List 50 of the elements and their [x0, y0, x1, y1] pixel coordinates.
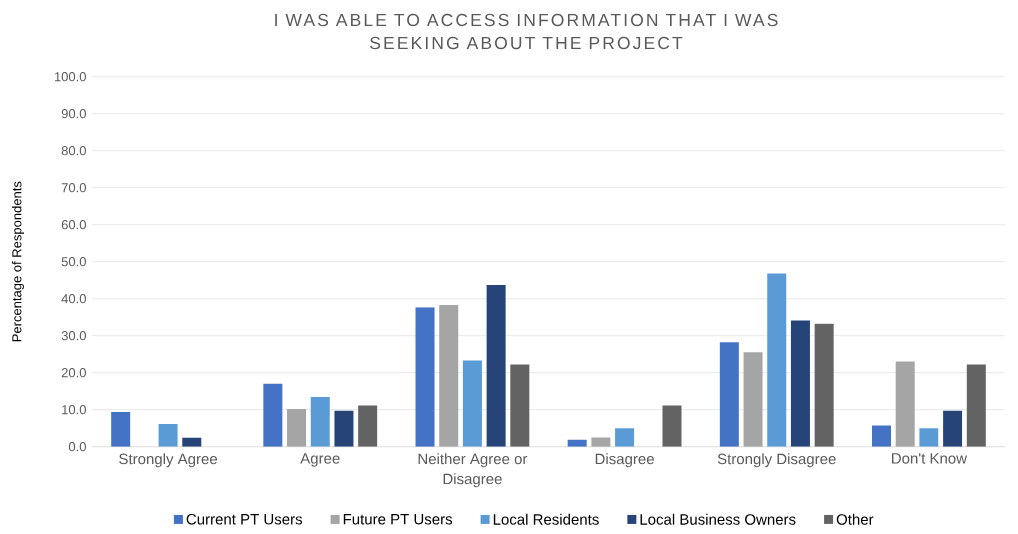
y-tick-label: 80.0 — [61, 146, 86, 156]
y-tick-label: 100.0 — [54, 72, 86, 82]
legend-label: Other — [836, 513, 874, 525]
bar — [790, 320, 810, 447]
bar — [310, 397, 330, 447]
y-tick-label: 40.0 — [61, 294, 86, 304]
bar — [872, 425, 892, 447]
bar — [919, 428, 939, 447]
bar — [415, 307, 435, 447]
bar — [719, 342, 739, 447]
y-tick-label: 30.0 — [61, 331, 86, 341]
y-tick-label: 20.0 — [61, 368, 86, 378]
y-tick-label: 50.0 — [61, 257, 86, 267]
y-tick-label: 60.0 — [61, 220, 86, 230]
legend-label: Local Business Owners — [640, 513, 796, 525]
bar — [814, 323, 834, 447]
y-tick-label: 10.0 — [62, 405, 86, 415]
x-tick-label: Agree — [300, 453, 340, 467]
x-tick-label: Don't Know — [892, 453, 968, 464]
legend-label: Current PT Users — [186, 513, 303, 525]
bar — [111, 411, 131, 447]
y-tick-label: 70.0 — [61, 183, 86, 193]
bar — [767, 273, 787, 447]
bar — [895, 361, 915, 447]
bar — [358, 405, 378, 447]
x-tick-label: Disagree — [595, 453, 654, 468]
legend-label: Future PT Users — [343, 514, 453, 525]
y-tick-label: 90.0 — [61, 109, 86, 119]
bar — [334, 410, 354, 447]
bar — [615, 428, 635, 447]
x-tick-label: Strongly Agree — [119, 453, 217, 468]
bar — [158, 424, 178, 447]
bar — [263, 383, 283, 447]
x-tick-label: Neither Agree or Disagree — [418, 453, 528, 488]
bar — [287, 408, 307, 447]
legend-label: Local Residents — [493, 513, 599, 525]
y-axis-title: Percentage of Respondents — [11, 181, 25, 342]
chart-title: I WAS ABLE TO ACCESS INFORMATION THAT I WAS SEEKING ABOUT THE PROJECT — [275, 13, 778, 50]
bar — [182, 437, 202, 447]
bar — [510, 364, 530, 447]
y-tick-label: 0.0 — [68, 442, 86, 452]
bar — [486, 285, 506, 447]
bar — [591, 437, 611, 447]
bar — [743, 352, 763, 447]
bar — [943, 410, 963, 447]
bar — [662, 405, 682, 447]
bar — [439, 304, 459, 447]
bar — [462, 360, 482, 447]
bar — [966, 364, 986, 447]
x-tick-label: Strongly Disagree — [717, 453, 836, 468]
